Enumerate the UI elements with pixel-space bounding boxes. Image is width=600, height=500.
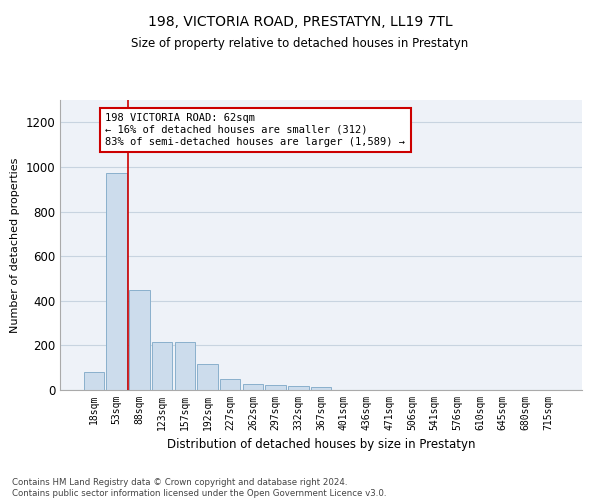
Y-axis label: Number of detached properties: Number of detached properties	[10, 158, 20, 332]
Bar	[106, 172, 127, 390]
Bar	[152, 342, 172, 390]
Text: Contains HM Land Registry data © Crown copyright and database right 2024.
Contai: Contains HM Land Registry data © Crown c…	[12, 478, 386, 498]
Bar	[84, 372, 104, 390]
Bar	[265, 385, 286, 390]
Bar	[311, 388, 331, 390]
Bar	[175, 342, 195, 390]
Bar	[197, 364, 218, 390]
Bar	[242, 384, 263, 390]
Text: 198 VICTORIA ROAD: 62sqm
← 16% of detached houses are smaller (312)
83% of semi-: 198 VICTORIA ROAD: 62sqm ← 16% of detach…	[105, 114, 405, 146]
Bar	[288, 386, 308, 390]
Text: 198, VICTORIA ROAD, PRESTATYN, LL19 7TL: 198, VICTORIA ROAD, PRESTATYN, LL19 7TL	[148, 15, 452, 29]
Bar	[129, 290, 149, 390]
Text: Size of property relative to detached houses in Prestatyn: Size of property relative to detached ho…	[131, 38, 469, 51]
Bar	[220, 380, 241, 390]
X-axis label: Distribution of detached houses by size in Prestatyn: Distribution of detached houses by size …	[167, 438, 475, 452]
